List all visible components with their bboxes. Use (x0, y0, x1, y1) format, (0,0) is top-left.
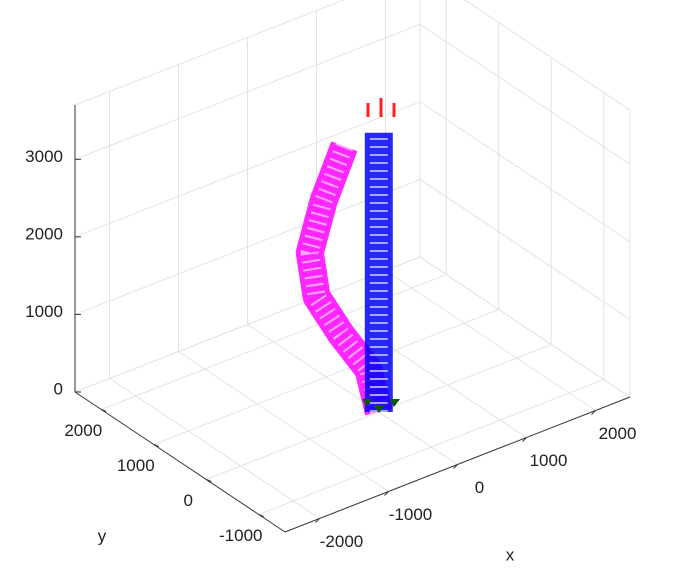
grid-line (109, 378, 320, 519)
x-axis-label: x (506, 545, 515, 564)
x-tick (315, 518, 320, 523)
grid-line (419, 179, 631, 320)
y-tick-label: 2000 (64, 421, 102, 440)
loads (366, 98, 396, 117)
grid-line (385, 270, 596, 411)
z-tick-label: 1000 (25, 302, 63, 321)
y-tick-label: -1000 (219, 526, 262, 545)
y-tick (153, 444, 159, 447)
grid-line (419, 256, 631, 398)
x-tick (453, 464, 458, 469)
y-axis (74, 391, 286, 533)
grid-line (419, 23, 631, 165)
grid-line (74, 256, 421, 393)
box-edge (464, 0, 631, 111)
y-tick-label: 0 (184, 491, 193, 510)
support (373, 405, 385, 413)
grid-line (74, 178, 421, 315)
x-tick (591, 410, 596, 415)
y-axis-label: y (98, 526, 107, 545)
y-tick-label: 1000 (117, 456, 155, 475)
grid-line (247, 324, 458, 465)
grid (74, 0, 631, 519)
y-tick (258, 514, 264, 517)
y-tick (206, 479, 212, 482)
grid-line (74, 23, 421, 160)
grid-line (178, 351, 389, 492)
z-tick-label: 0 (54, 379, 63, 398)
grid-line (153, 309, 499, 445)
x-tick-label: 0 (475, 478, 484, 497)
support (362, 399, 372, 407)
supports (362, 399, 400, 413)
x-tick-label: 2000 (599, 424, 637, 443)
grid-line (258, 379, 604, 515)
grid-line (101, 274, 447, 410)
x-tick-label: -1000 (389, 505, 432, 524)
labels: -2000 -1000 0 1000 2000 -1000 0 1000 2000 0 1000 20… (25, 105, 636, 551)
z-tick-label: 3000 (25, 147, 63, 166)
support (389, 399, 400, 407)
x-tick-label: -2000 (320, 532, 363, 551)
grid-line (419, 101, 631, 243)
y-tick (101, 409, 107, 412)
grid-line (316, 297, 527, 438)
x-tick (384, 491, 389, 496)
marks (295, 132, 393, 416)
x-tick (522, 437, 527, 442)
grid-line (74, 101, 421, 238)
x-tick-label: 1000 (530, 451, 568, 470)
z-tick-label: 2000 (25, 224, 63, 243)
